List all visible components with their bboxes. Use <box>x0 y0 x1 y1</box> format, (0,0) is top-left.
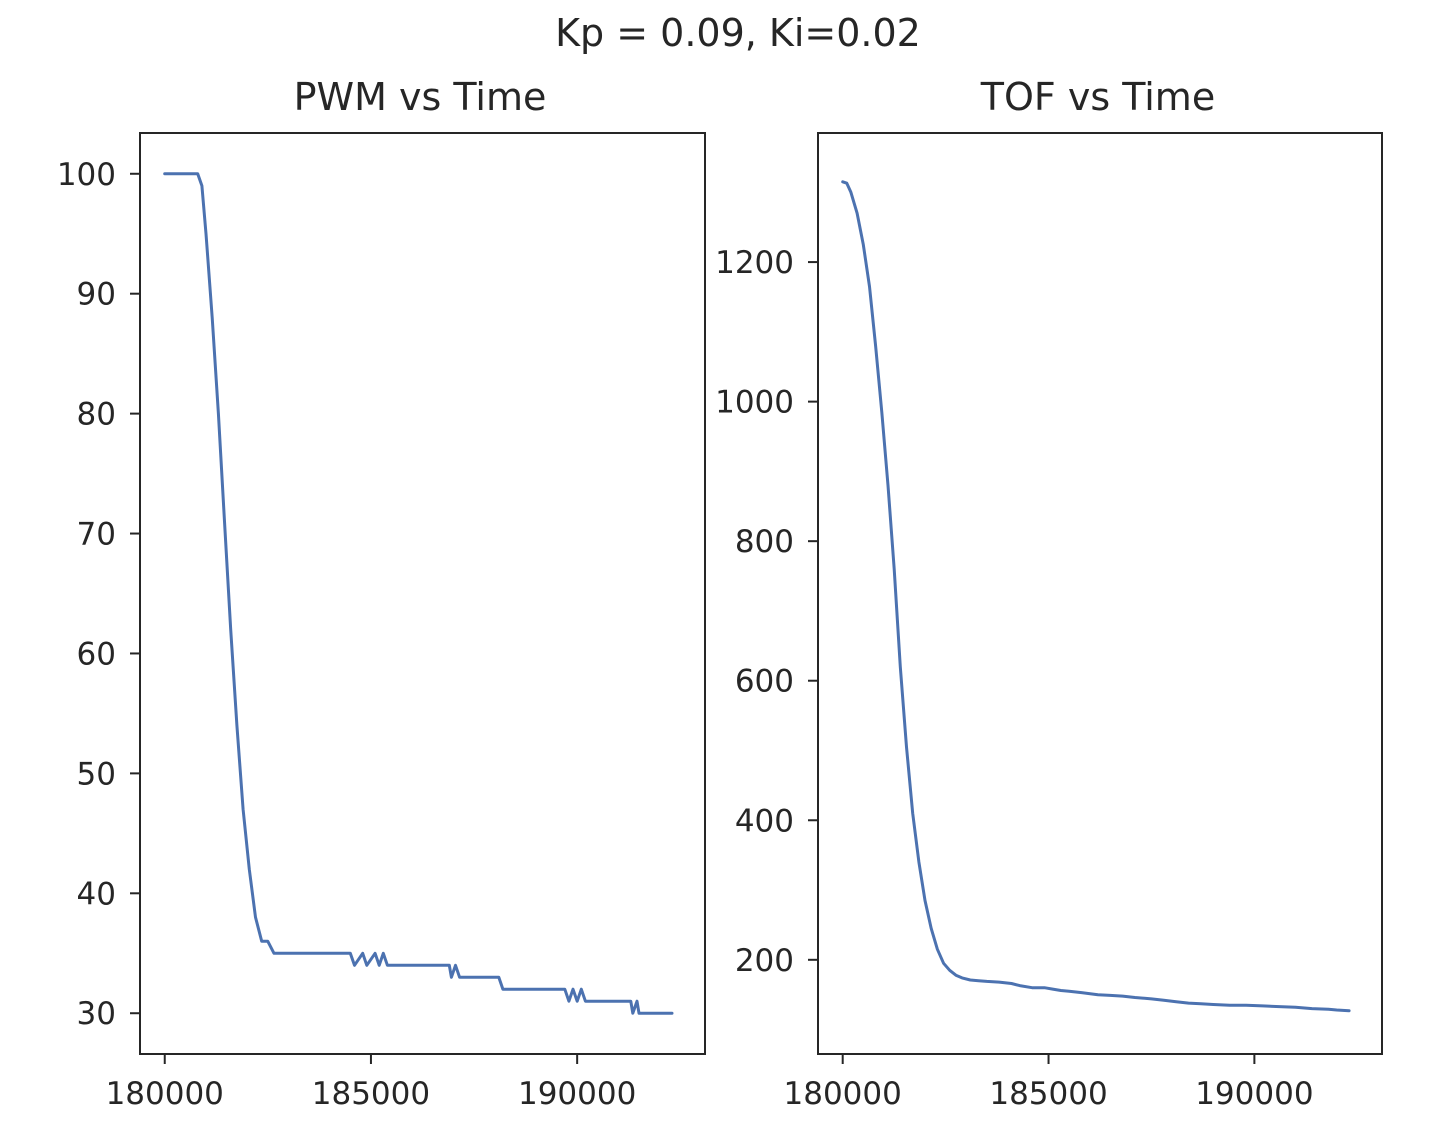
tof-chart: TOF vs Time 180000 185000 190000 200 400 600 8… <box>715 75 1383 1112</box>
tof-y-tick-label: 1200 <box>715 245 794 281</box>
tof-y-tick-label: 800 <box>735 524 794 560</box>
tof-y-tick-label: 400 <box>735 803 794 839</box>
tof-x-tick-label: 185000 <box>989 1076 1107 1112</box>
tof-y-tick-label: 1000 <box>715 385 794 421</box>
pwm-y-tick-label: 40 <box>77 876 116 912</box>
pwm-y-tick-label: 70 <box>77 517 116 553</box>
figure-suptitle: Kp = 0.09, Ki=0.02 <box>555 11 921 55</box>
pwm-y-tick-label: 50 <box>77 756 116 792</box>
tof-x-tick-label: 180000 <box>784 1076 902 1112</box>
pwm-chart: PWM vs Time 180000 185000 190000 30 40 50 60 70… <box>57 75 706 1112</box>
pwm-y-tick-label: 60 <box>77 636 116 672</box>
tof-y-tick-label: 200 <box>735 943 794 979</box>
tof-x-tick-label: 190000 <box>1195 1076 1313 1112</box>
pwm-x-tick-label: 190000 <box>518 1076 636 1112</box>
pwm-x-tick-label: 180000 <box>106 1076 224 1112</box>
pwm-axes-frame <box>139 132 706 1055</box>
tof-series-line-0 <box>841 180 1351 1013</box>
pwm-chart-title: PWM vs Time <box>294 75 547 119</box>
tof-axes-frame <box>817 132 1383 1055</box>
tof-chart-title: TOF vs Time <box>980 75 1215 119</box>
pwm-series-line-0 <box>163 172 674 1015</box>
pwm-y-tick-label: 100 <box>57 157 116 193</box>
pwm-y-tick-label: 80 <box>77 397 116 433</box>
pwm-x-tick-label: 185000 <box>312 1076 430 1112</box>
pwm-y-tick-label: 90 <box>77 277 116 313</box>
pwm-y-tick-label: 30 <box>77 996 116 1032</box>
tof-y-tick-label: 600 <box>735 664 794 700</box>
